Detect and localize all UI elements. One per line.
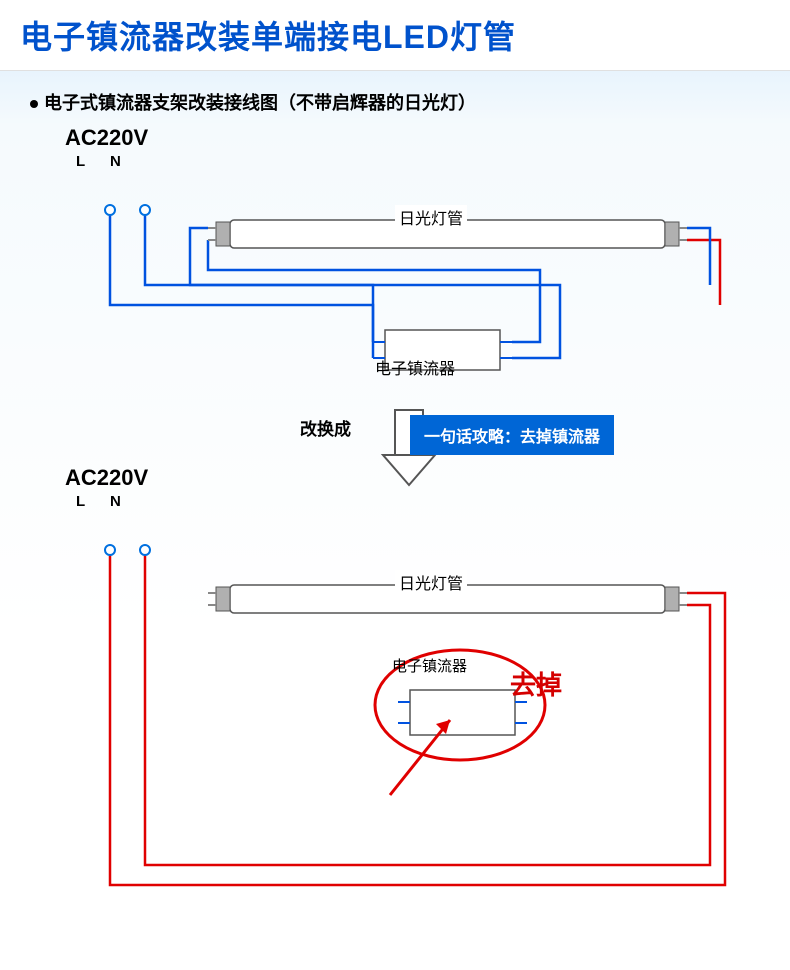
subtitle: 电子式镇流器支架改装接线图（不带启辉器的日光灯） [30,89,760,115]
tube-label-1: 日光灯管 [395,205,467,229]
n-label-1: N [110,153,121,170]
l-label-1: L [76,153,85,170]
remove-label: 去掉 [510,665,562,702]
n-label-2: N [110,493,121,510]
ballast-label-1: 电子镇流器 [375,355,455,379]
wiring-svg [30,145,760,925]
title-bar: 电子镇流器改装单端接电LED灯管 [0,0,790,71]
l-label-2: L [76,493,85,510]
ballast-label-2: 电子镇流器 [392,655,467,676]
tube-label-2: 日光灯管 [395,570,467,594]
diagram-area: AC220V L N 日光灯管 电子镇流器 改换成 一句话攻略：去掉镇流器 AC… [0,125,790,970]
ac-label-1: AC220V [65,125,148,151]
convert-label: 改换成 [300,415,351,440]
tip-box: 一句话攻略：去掉镇流器 [410,415,614,455]
main-title: 电子镇流器改装单端接电LED灯管 [20,12,770,58]
ac-label-2: AC220V [65,465,148,491]
sub-header: 电子式镇流器支架改装接线图（不带启辉器的日光灯） [0,71,790,125]
bullet-icon [30,100,38,108]
